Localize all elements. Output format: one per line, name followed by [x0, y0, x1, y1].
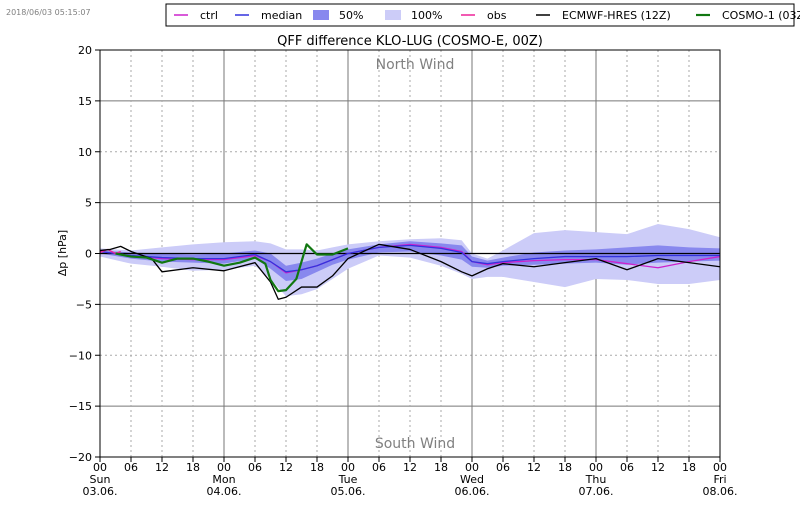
chart-title: QFF difference KLO-LUG (COSMO-E, 00Z)	[277, 34, 543, 49]
north-wind-label: North Wind	[376, 57, 455, 73]
x-tick-label: 12	[403, 461, 417, 474]
series-line-cosmo1	[115, 243, 349, 293]
x-tick-label: 00	[465, 461, 479, 474]
date-label: 03.06.	[83, 485, 118, 498]
y-axis-label: Δp [hPa]	[56, 230, 69, 276]
y-tick-label: −5	[76, 298, 92, 311]
legend-label-ctrl: ctrl	[200, 9, 218, 22]
x-tick-label: 18	[682, 461, 696, 474]
day-name-label: Wed	[460, 473, 484, 486]
legend-label-obs: obs	[487, 9, 507, 22]
x-tick-label: 00	[713, 461, 727, 474]
legend: ctrl median 50% 100% obs ECMWF-HRES (12Z) COSM…	[165, 3, 800, 27]
day-name-label: Tue	[338, 473, 358, 486]
y-tick-label: 5	[85, 197, 92, 210]
legend-label-median: median	[261, 9, 302, 22]
legend-box	[165, 3, 795, 27]
y-tick-label: 0	[85, 248, 92, 261]
date-label: 08.06.	[703, 485, 738, 498]
date-label: 06.06.	[455, 485, 490, 498]
y-tick-label: 10	[78, 146, 92, 159]
x-tick-label: 00	[217, 461, 231, 474]
x-tick-label: 06	[496, 461, 510, 474]
x-tick-label: 12	[651, 461, 665, 474]
legend-swatch-band100	[385, 10, 401, 20]
y-tick-label: −20	[69, 451, 92, 464]
x-tick-label: 12	[155, 461, 169, 474]
legend-swatch-band50	[313, 10, 329, 20]
x-tick-label: 06	[248, 461, 262, 474]
x-tick-label: 06	[620, 461, 634, 474]
day-name-label: Thu	[585, 473, 607, 486]
legend-label-ecmwf: ECMWF-HRES (12Z)	[562, 9, 671, 22]
date-label: 05.06.	[331, 485, 366, 498]
series-lines	[99, 243, 721, 300]
x-tick-label: 18	[434, 461, 448, 474]
axes: −20 −15 −10 −5 0 5 10 15 20 00 06 12 18 00 06 12 18 00 06 1…	[69, 44, 738, 498]
x-tick-label: 18	[186, 461, 200, 474]
legend-label-band50: 50%	[339, 9, 363, 22]
x-tick-label: 00	[589, 461, 603, 474]
band-100-percent	[100, 223, 720, 297]
y-tick-label: 15	[78, 95, 92, 108]
day-name-label: Fri	[713, 473, 726, 486]
grid	[100, 50, 720, 457]
date-label: 07.06.	[579, 485, 614, 498]
y-tick-label: −15	[69, 400, 92, 413]
series-line-obs	[99, 248, 121, 255]
x-tick-label: 00	[93, 461, 107, 474]
uncertainty-bands	[100, 223, 720, 297]
x-tick-label: 18	[558, 461, 572, 474]
y-tick-label: −10	[69, 349, 92, 362]
day-name-label: Sun	[90, 473, 111, 486]
x-tick-label: 18	[310, 461, 324, 474]
series-line-ecmwf	[99, 243, 721, 300]
x-tick-label: 06	[372, 461, 386, 474]
south-wind-label: South Wind	[375, 436, 455, 452]
x-tick-label: 06	[124, 461, 138, 474]
y-tick-label: 20	[78, 44, 92, 57]
legend-label-band100: 100%	[411, 9, 442, 22]
x-tick-label: 00	[341, 461, 355, 474]
legend-label-cosmo1: COSMO-1 (03Z)	[722, 9, 800, 22]
x-tick-label: 12	[527, 461, 541, 474]
date-label: 04.06.	[207, 485, 242, 498]
x-tick-label: 12	[279, 461, 293, 474]
band-50-percent	[100, 241, 720, 281]
timestamp: 2018/06/03 05:15:07	[6, 8, 91, 17]
day-name-label: Mon	[212, 473, 235, 486]
